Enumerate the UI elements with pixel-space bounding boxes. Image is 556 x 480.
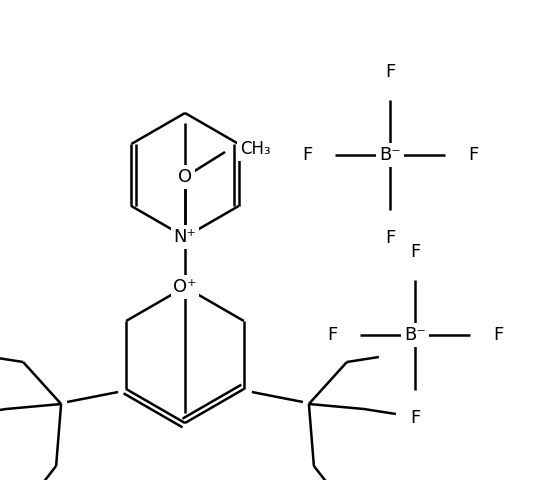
Text: F: F	[385, 229, 395, 247]
Text: F: F	[468, 146, 478, 164]
Text: N⁺: N⁺	[173, 228, 196, 246]
Text: F: F	[327, 326, 337, 344]
Text: B⁻: B⁻	[404, 326, 426, 344]
Text: F: F	[410, 243, 420, 261]
Text: F: F	[410, 409, 420, 427]
Text: F: F	[385, 63, 395, 81]
Text: F: F	[302, 146, 312, 164]
Text: F: F	[493, 326, 503, 344]
Text: B⁻: B⁻	[379, 146, 401, 164]
Text: CH₃: CH₃	[240, 140, 271, 158]
Text: O: O	[178, 168, 192, 186]
Text: O⁺: O⁺	[173, 278, 197, 296]
